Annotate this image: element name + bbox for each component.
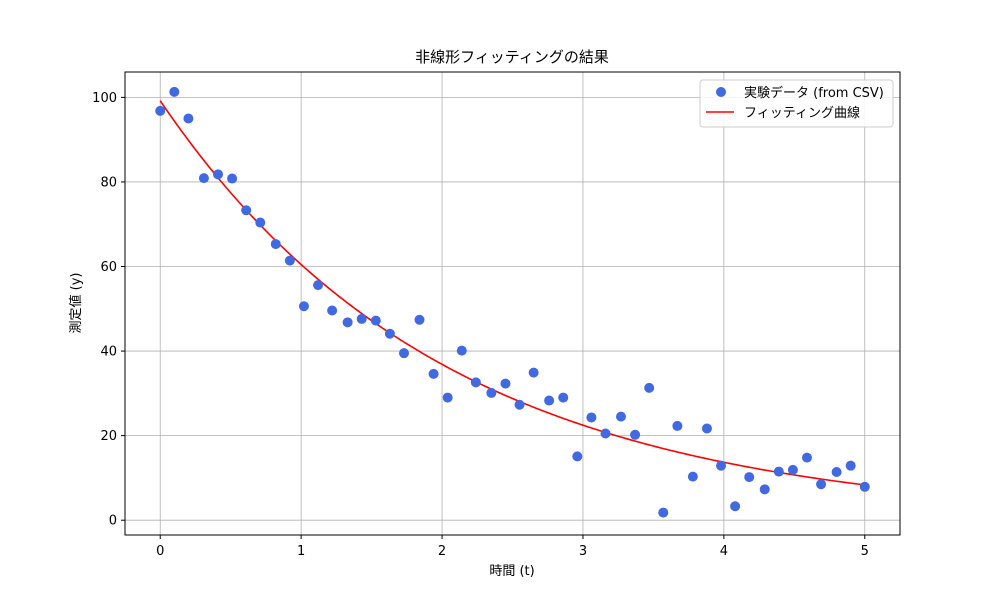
y-tick-label: 0 — [109, 514, 117, 529]
data-point — [428, 368, 439, 379]
scatter-points — [155, 86, 870, 518]
y-tick-label: 40 — [100, 345, 117, 360]
data-point — [845, 460, 856, 471]
legend-scatter-marker — [716, 87, 726, 97]
data-point — [701, 423, 712, 434]
data-point — [356, 313, 367, 324]
data-point — [470, 377, 481, 388]
data-point — [859, 481, 870, 492]
data-point — [384, 328, 395, 339]
data-point — [456, 345, 467, 356]
legend-entry-scatter: 実験データ (from CSV) — [744, 85, 884, 101]
data-point — [773, 466, 784, 477]
data-point — [255, 217, 266, 228]
x-tick-label: 2 — [438, 544, 446, 559]
y-ticks: 0 20 40 60 80 100 — [92, 91, 125, 529]
x-tick-label: 1 — [297, 544, 305, 559]
data-point — [616, 411, 626, 422]
x-tick-label: 3 — [579, 544, 587, 559]
data-point — [241, 205, 252, 216]
legend: 実験データ (from CSV) フィッティング曲線 — [699, 79, 894, 128]
x-tick-label: 0 — [156, 544, 164, 559]
data-point — [586, 412, 597, 423]
data-point — [442, 392, 453, 403]
data-point — [342, 317, 353, 328]
data-point — [759, 484, 770, 495]
data-point — [630, 429, 641, 440]
data-point — [399, 348, 409, 359]
data-point — [802, 452, 812, 463]
data-point — [687, 471, 698, 482]
chart-title: 非線形フィッティングの結果 — [415, 48, 609, 66]
data-point — [831, 466, 842, 477]
data-point — [198, 173, 209, 184]
data-point — [270, 239, 281, 250]
data-point — [787, 464, 798, 475]
data-point — [155, 105, 166, 116]
y-tick-label: 100 — [92, 91, 117, 106]
y-tick-label: 60 — [100, 260, 117, 275]
data-point — [528, 367, 539, 378]
data-point — [298, 301, 309, 312]
data-point — [744, 472, 755, 483]
plot-frame — [124, 71, 901, 536]
grid — [125, 72, 900, 535]
x-ticks: 0 1 2 3 4 5 — [156, 535, 869, 559]
data-point — [730, 501, 741, 512]
x-tick-label: 4 — [720, 544, 728, 559]
data-point — [600, 428, 611, 439]
data-point — [284, 255, 295, 266]
data-point — [327, 305, 338, 316]
data-point — [213, 169, 223, 180]
legend-entry-fit: フィッティング曲線 — [744, 105, 860, 121]
data-point — [514, 399, 525, 410]
y-tick-label: 20 — [100, 429, 117, 444]
data-point — [414, 314, 425, 325]
data-point — [183, 113, 194, 124]
data-point — [500, 378, 511, 389]
data-point — [672, 420, 683, 431]
y-tick-label: 80 — [100, 175, 117, 190]
data-point — [716, 460, 727, 471]
data-point — [370, 315, 381, 326]
data-point — [544, 395, 555, 406]
data-point — [816, 479, 827, 490]
x-axis-label: 時間 (t) — [489, 564, 534, 579]
data-point — [572, 451, 583, 462]
x-tick-label: 5 — [861, 544, 869, 559]
data-point — [658, 507, 669, 518]
data-point — [558, 392, 569, 403]
data-point — [169, 86, 180, 97]
y-axis-label: 測定値 (y) — [68, 273, 84, 334]
data-point — [486, 387, 497, 398]
plot-area — [125, 72, 900, 535]
data-point — [313, 280, 324, 291]
data-point — [227, 173, 238, 184]
data-point — [644, 382, 655, 393]
legend-frame — [699, 79, 894, 128]
